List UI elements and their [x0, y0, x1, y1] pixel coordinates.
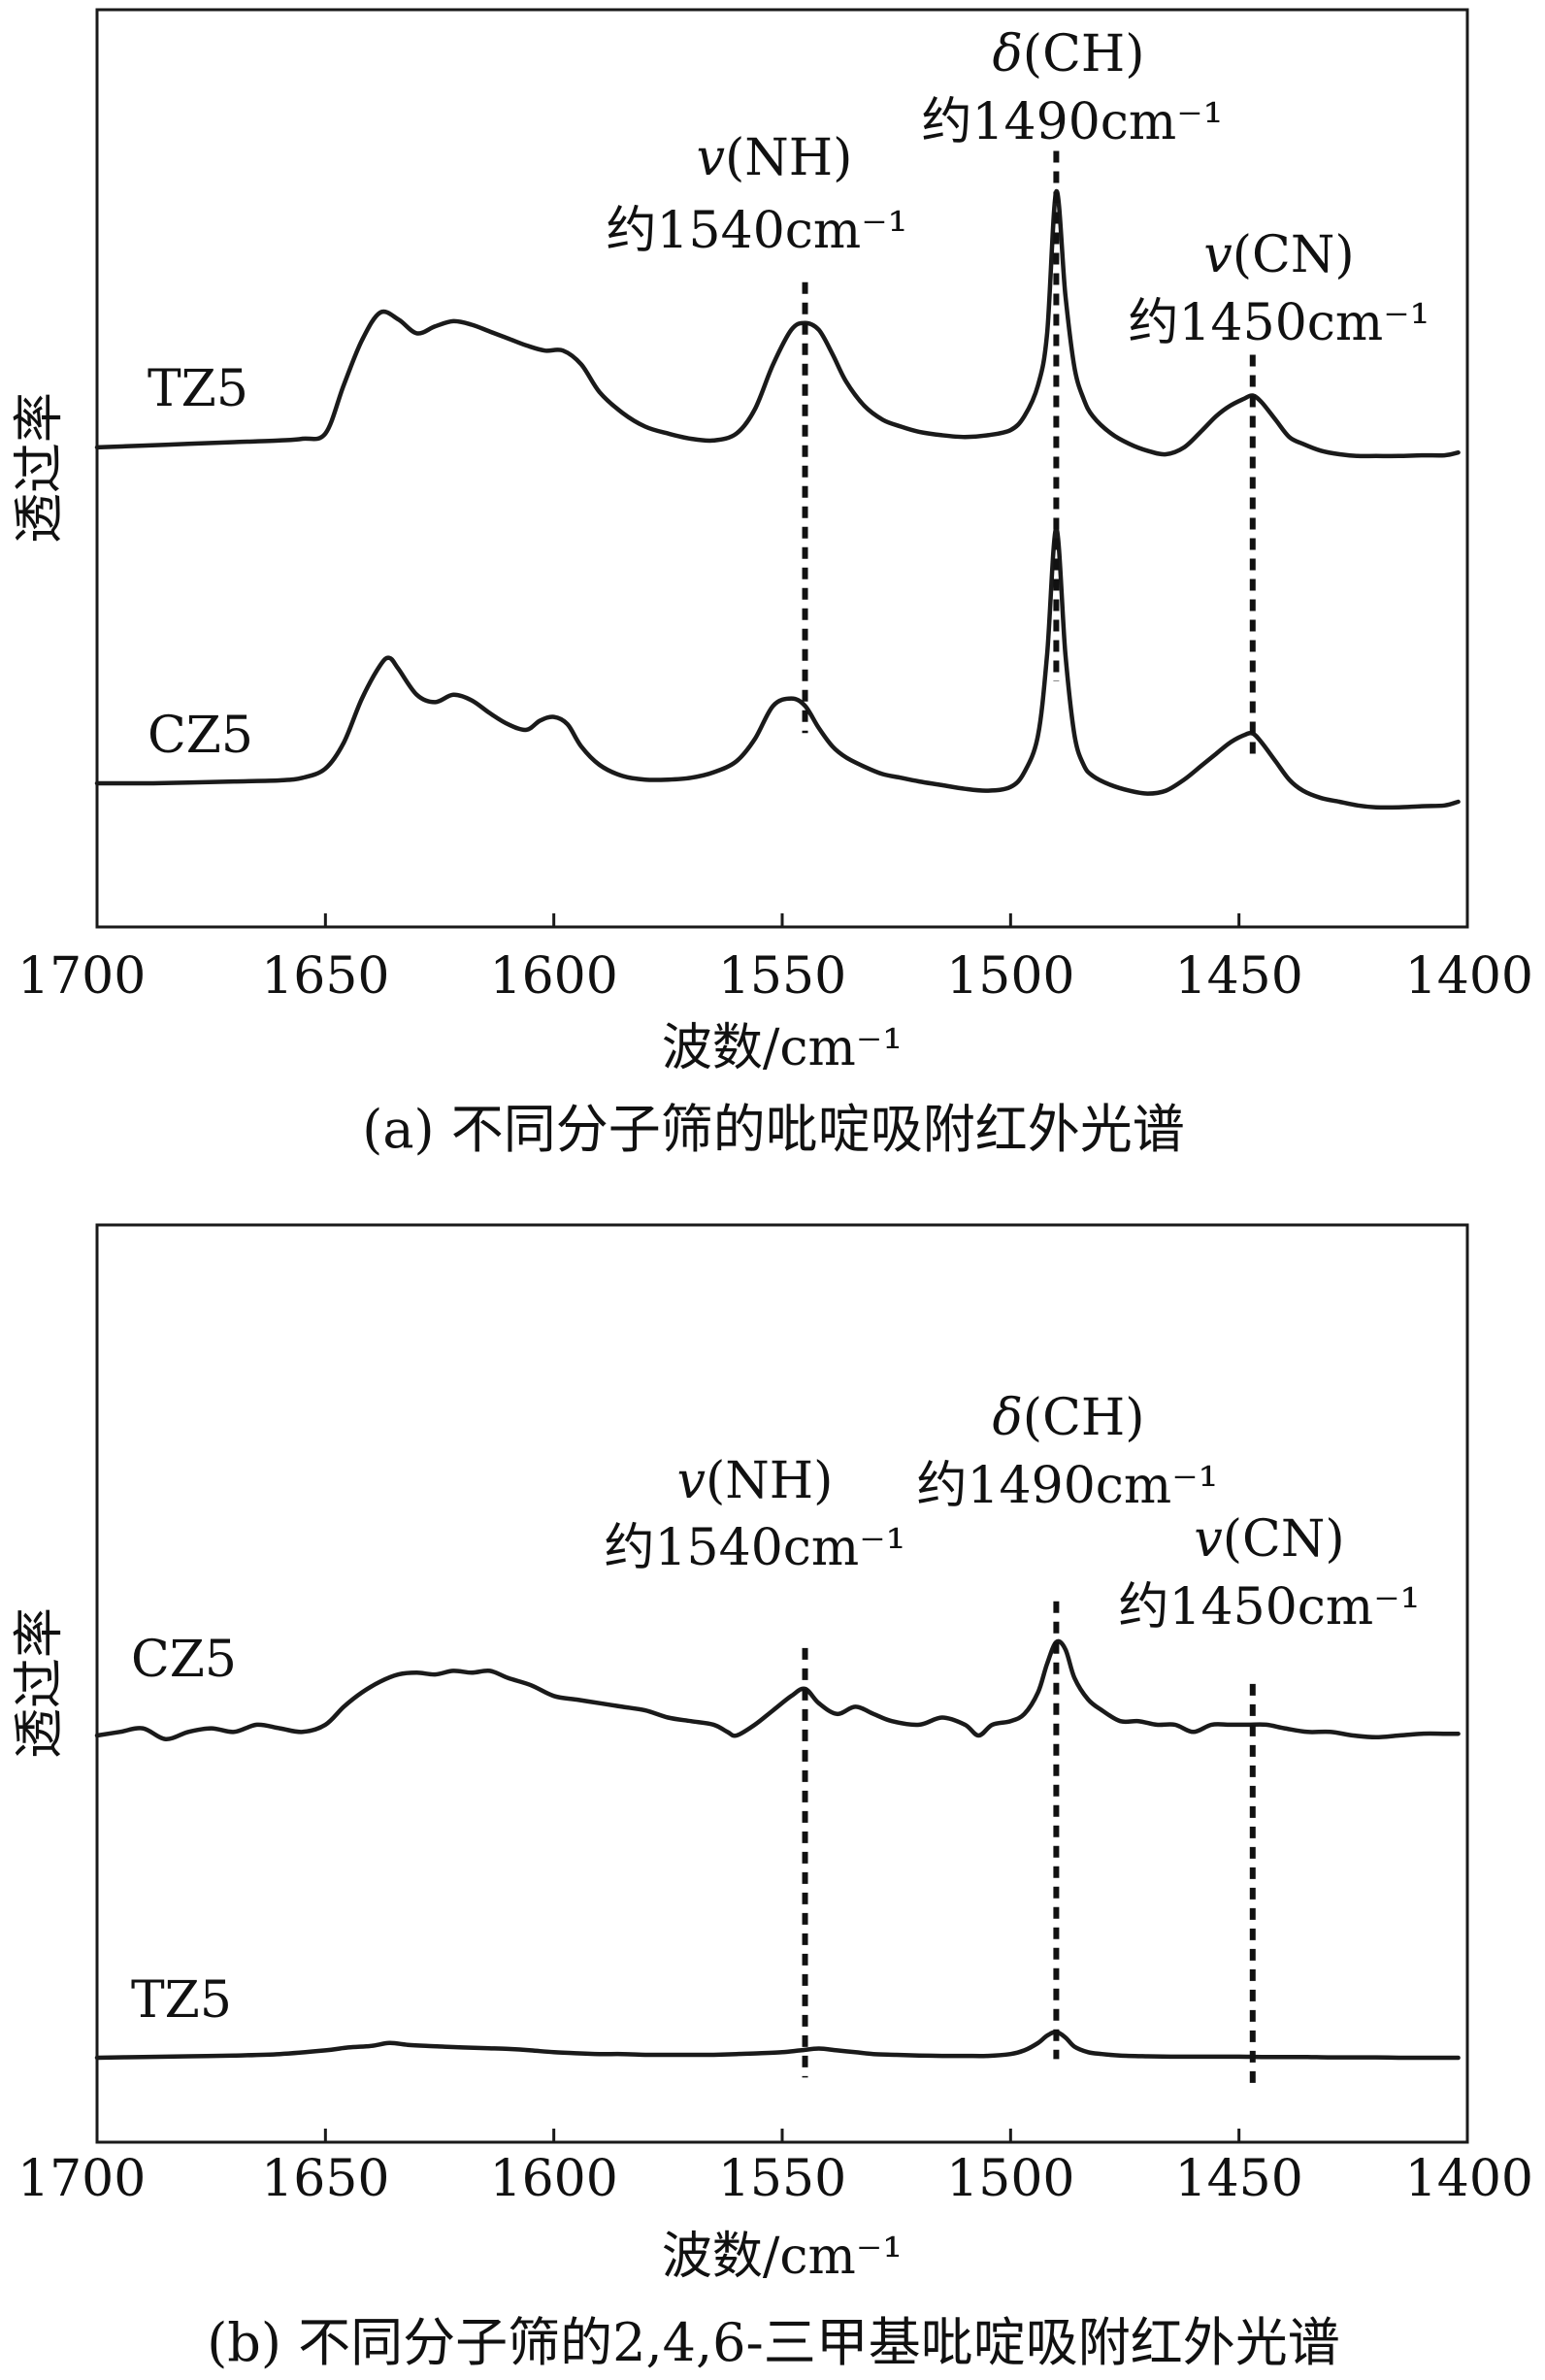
annotation-symbol: v — [1194, 1510, 1222, 1569]
annotation-group: (CH) — [1023, 1389, 1145, 1447]
annotation-text: 约1450cm⁻¹ — [1128, 294, 1430, 352]
svg-text:v(NH): v(NH) — [697, 129, 853, 187]
panel-b-ylabel: 透过率 — [11, 1607, 69, 1759]
x-tick-label-1400: 1400 — [1405, 947, 1533, 1006]
panel-b-plot-frame — [95, 1223, 1469, 2144]
panel-a-annotation-ch: δ(CH) 约1490cm⁻¹ — [921, 25, 1223, 151]
panel-a-series-label-cz5: CZ5 — [148, 707, 253, 765]
annotation-symbol: v — [1203, 226, 1232, 284]
panel-b-caption: (b) 不同分子筛的2,4,6-三甲基吡啶吸附红外光谱 — [207, 2312, 1340, 2373]
annotation-symbol: δ — [992, 25, 1022, 83]
panel-a-markers — [802, 150, 1256, 761]
panel-b-series-label-tz5: TZ5 — [131, 1971, 232, 2030]
panel-a-series-label-tz5: TZ5 — [148, 360, 248, 418]
annotation-symbol: v — [677, 1452, 706, 1510]
panel-a-ylabel: 透过率 — [11, 392, 69, 544]
annotation-text: 约1450cm⁻¹ — [1118, 1578, 1420, 1636]
series-line-tz5 — [94, 2030, 1461, 2061]
annotation-text: 约1490cm⁻¹ — [921, 93, 1223, 151]
annotation-text: 约1540cm⁻¹ — [604, 1519, 905, 1577]
series-line-tz5 — [94, 189, 1461, 459]
panel-a-series — [94, 189, 1461, 810]
x-tick-label-1550: 1550 — [718, 947, 846, 1006]
annotation-symbol: v — [697, 129, 725, 187]
annotation-symbol: δ — [992, 1389, 1022, 1447]
annotation-group: (CN) — [1223, 1510, 1345, 1569]
panel-a-annotation-cn: v(CN) 约1450cm⁻¹ — [1128, 226, 1430, 352]
svg-text:v(CN): v(CN) — [1203, 226, 1354, 284]
series-line-cz5 — [94, 1638, 1461, 1741]
x-tick-label-1450: 1450 — [1174, 947, 1302, 1006]
annotation-text: 约1490cm⁻¹ — [916, 1457, 1218, 1515]
svg-text:δ(CH): δ(CH) — [992, 25, 1144, 83]
panel-b-x-ticks: 1700 1650 1600 1550 1500 1450 1400 — [17, 2129, 1533, 2208]
panel-b-series — [94, 1638, 1461, 2061]
panel-a-x-ticks: 1700 1650 1600 1550 1500 1450 1400 — [17, 913, 1533, 1006]
panel-b-markers — [802, 1601, 1256, 2084]
panel-b-series-label-cz5: CZ5 — [131, 1631, 237, 1689]
x-tick-label-1700: 1700 — [17, 947, 146, 1006]
panel-b-xlabel: 波数/cm⁻¹ — [662, 2228, 903, 2286]
panel-b-annotation-cn: v(CN) 约1450cm⁻¹ — [1118, 1510, 1420, 1636]
x-tick-label-1650: 1650 — [261, 947, 389, 1006]
x-tick-label-1600: 1600 — [489, 947, 617, 1006]
panel-a-annotation-nh: v(NH) 约1540cm⁻¹ — [606, 129, 907, 260]
panel-a-caption: (a) 不同分子筛的吡啶吸附红外光谱 — [362, 1099, 1185, 1160]
annotation-text: 约1540cm⁻¹ — [606, 202, 907, 260]
annotation-group: (NH) — [725, 129, 852, 187]
annotation-group: (NH) — [706, 1452, 833, 1510]
svg-text:v(CN): v(CN) — [1194, 1510, 1344, 1569]
panel-b-annotation-nh: v(NH) 约1540cm⁻¹ — [604, 1452, 905, 1577]
x-tick-label-1500: 1500 — [946, 2150, 1074, 2208]
svg-text:v(NH): v(NH) — [677, 1452, 834, 1510]
x-tick-label-1600: 1600 — [489, 2150, 617, 2208]
x-tick-label-1400: 1400 — [1405, 2150, 1533, 2208]
panel-b: 透过率 1700 1650 1600 1550 1500 1450 1400 波数/cm⁻¹… — [11, 1223, 1533, 2373]
x-tick-label-1650: 1650 — [261, 2150, 389, 2208]
annotation-group: (CN) — [1233, 226, 1355, 284]
svg-text:δ(CH): δ(CH) — [992, 1389, 1144, 1447]
annotation-group: (CH) — [1023, 25, 1145, 83]
x-tick-label-1450: 1450 — [1174, 2150, 1302, 2208]
panel-a-xlabel: 波数/cm⁻¹ — [662, 1019, 903, 1077]
panel-b-annotation-ch: δ(CH) 约1490cm⁻¹ — [916, 1389, 1218, 1515]
series-line-cz5 — [94, 526, 1461, 810]
x-tick-label-1550: 1550 — [718, 2150, 846, 2208]
x-tick-label-1700: 1700 — [17, 2150, 146, 2208]
panel-a: 透过率 1700 1650 1600 1550 1500 1450 1400 波数/cm⁻¹… — [11, 8, 1533, 1160]
x-tick-label-1500: 1500 — [946, 947, 1074, 1006]
